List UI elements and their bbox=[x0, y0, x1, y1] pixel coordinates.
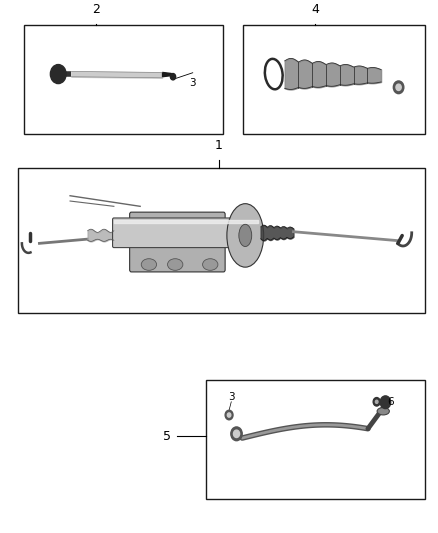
Ellipse shape bbox=[202, 259, 218, 270]
Circle shape bbox=[375, 400, 378, 403]
Text: 2: 2 bbox=[92, 3, 100, 15]
Ellipse shape bbox=[227, 204, 264, 267]
Circle shape bbox=[50, 64, 66, 84]
Circle shape bbox=[393, 81, 404, 94]
Text: 6: 6 bbox=[388, 397, 394, 407]
Text: 4: 4 bbox=[311, 3, 319, 15]
Circle shape bbox=[231, 427, 242, 441]
Circle shape bbox=[373, 398, 380, 406]
Text: 5: 5 bbox=[163, 430, 171, 443]
Bar bbox=[206, 379, 425, 498]
Circle shape bbox=[233, 430, 240, 438]
Ellipse shape bbox=[377, 408, 389, 415]
Circle shape bbox=[227, 413, 231, 417]
Text: 1: 1 bbox=[215, 139, 223, 152]
Text: 3: 3 bbox=[228, 392, 235, 402]
Ellipse shape bbox=[141, 259, 156, 270]
Bar bbox=[243, 25, 425, 134]
Bar bbox=[18, 168, 425, 313]
Circle shape bbox=[380, 396, 391, 409]
Ellipse shape bbox=[168, 259, 183, 270]
Circle shape bbox=[225, 410, 233, 420]
FancyBboxPatch shape bbox=[130, 212, 225, 272]
FancyBboxPatch shape bbox=[113, 218, 260, 248]
Ellipse shape bbox=[239, 224, 252, 247]
Text: 3: 3 bbox=[189, 78, 196, 88]
Circle shape bbox=[396, 84, 401, 91]
Bar bbox=[24, 25, 223, 134]
Circle shape bbox=[170, 74, 176, 80]
